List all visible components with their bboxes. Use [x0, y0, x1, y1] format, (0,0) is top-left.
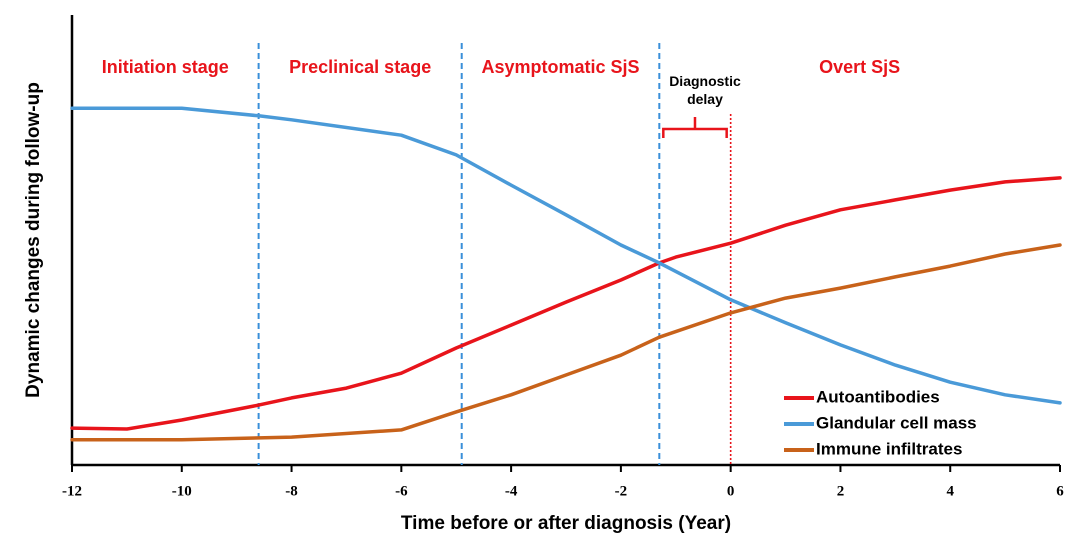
- annotation: Diagnostic delay: [669, 73, 741, 107]
- legend-label: Glandular cell mass: [816, 413, 977, 432]
- x-axis-title: Time before or after diagnosis (Year): [401, 513, 731, 534]
- stage-label: Overt SjS: [819, 57, 900, 77]
- series-line: [70, 176, 1062, 431]
- x-tick-label: -2: [615, 483, 628, 499]
- x-tick-label: -12: [62, 483, 82, 499]
- x-tick-label: 4: [946, 483, 954, 499]
- x-tick-label: -6: [395, 483, 408, 499]
- legend-label: Immune infiltrates: [816, 439, 962, 458]
- x-tick-label: 0: [727, 483, 735, 499]
- stage-label: Initiation stage: [102, 57, 229, 77]
- stage-label: Asymptomatic SjS: [481, 57, 639, 77]
- x-tick-label: 6: [1056, 483, 1064, 499]
- x-tick-label: -10: [172, 483, 192, 499]
- annotation-box: Diagnostic delay: [669, 73, 741, 107]
- legend-label: Autoantibodies: [816, 387, 940, 406]
- x-tick-label: -4: [505, 483, 518, 499]
- series-line: [70, 106, 1062, 405]
- series-line: [70, 243, 1062, 442]
- x-tick-label: -8: [285, 483, 298, 499]
- y-axis-title: Dynamic changes during follow-up: [23, 82, 44, 398]
- bracket: [662, 117, 728, 138]
- x-tick-label: 2: [837, 483, 845, 499]
- stage-label: Preclinical stage: [289, 57, 431, 77]
